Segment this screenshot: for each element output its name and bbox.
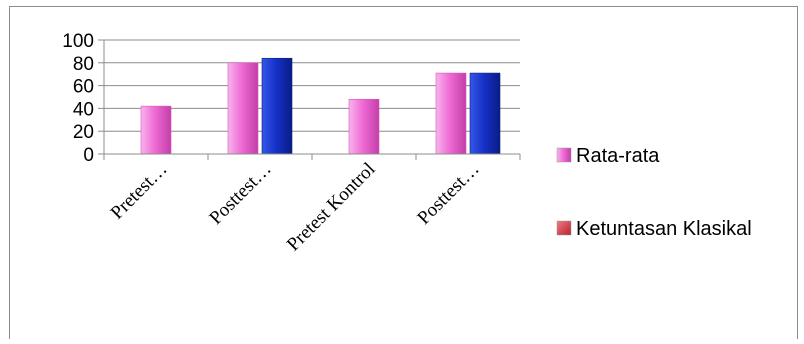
y-tick-label: 80 [73,54,94,75]
x-tick-label: Posttest… [205,159,275,229]
y-tick-label: 0 [83,145,94,166]
y-tick-label: 60 [73,77,94,98]
chart-border [9,6,798,339]
y-tick-label: 20 [73,122,94,143]
legend-label-ketuntasan-klasikal: Ketuntasan Klasikal [576,218,752,240]
bar-ketuntasan-klasikal [469,72,501,155]
bar-rata-rata [435,72,467,155]
bar-ketuntasan-klasikal [261,57,293,155]
bar-rata-rata [140,105,172,155]
legend-swatch-ketuntasan-klasikal [556,220,572,236]
y-tick-label: 100 [62,31,94,52]
bar-rata-rata [348,98,380,155]
y-tick-label: 40 [73,99,94,120]
legend-label-rata-rata: Rata-rata [576,145,660,167]
legend-swatch-rata-rata [556,147,572,163]
x-tick-label: Pretest Kontrol [283,159,380,256]
x-tick-label: Pretest… [107,159,172,224]
bar-rata-rata [227,62,259,155]
x-tick-label: Posttest… [413,159,483,229]
